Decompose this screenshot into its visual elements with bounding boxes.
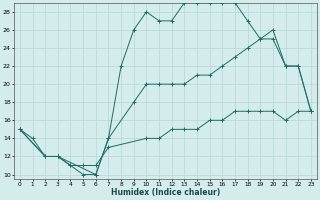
X-axis label: Humidex (Indice chaleur): Humidex (Indice chaleur) <box>111 188 220 197</box>
